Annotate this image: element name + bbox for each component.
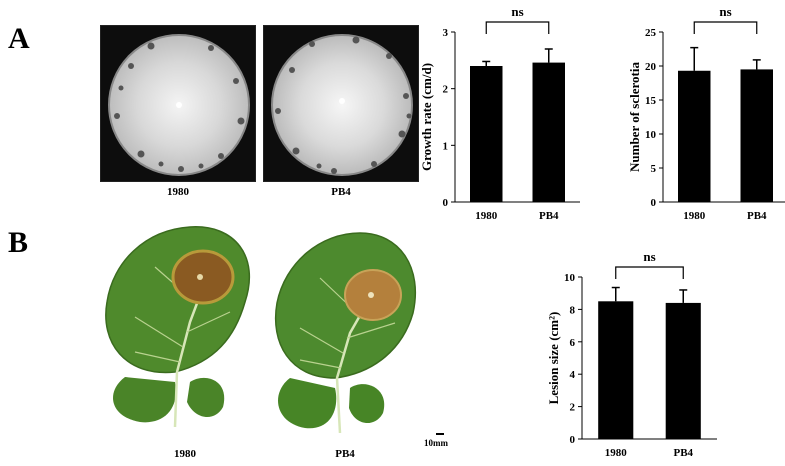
y-tick-label: 2	[570, 402, 576, 414]
significance-bracket	[485, 21, 550, 34]
y-tick-label: 5	[651, 163, 657, 175]
bar-1980	[678, 70, 711, 202]
lesion-size-chart: 0 2 4 6 8 10 Lesion size (cm²) 1980 PB4 ns	[546, 249, 717, 459]
x-tick-label: PB4	[539, 210, 559, 222]
bar-pb4	[532, 62, 565, 202]
leaf-pb4-photo	[265, 228, 425, 434]
panel-label-b: B	[8, 226, 29, 259]
y-tick-label: 10	[645, 129, 657, 141]
x-tick-label: 1980	[683, 210, 706, 222]
y-tick-label: 0	[443, 197, 449, 209]
petri-plate-pb4-photo	[263, 25, 419, 182]
bar-1980	[470, 66, 503, 202]
leaf-1980-photo	[95, 222, 275, 430]
bar-pb4	[665, 302, 701, 439]
plate-pb4-caption: PB4	[331, 186, 351, 198]
y-tick-label: 15	[645, 95, 657, 107]
y-tick-label: 25	[645, 27, 657, 39]
plate-1980-caption: 1980	[167, 186, 189, 198]
leaf-pb4-caption: PB4	[335, 448, 355, 460]
scale-bar-label: 10mm	[424, 438, 448, 448]
x-tick-label: PB4	[747, 210, 767, 222]
scale-bar	[436, 433, 444, 435]
significance-label: ns	[643, 249, 655, 264]
y-tick-label: 0	[570, 434, 576, 446]
y-axis-label: Lesion size (cm²)	[546, 312, 561, 405]
y-tick-label: 6	[570, 337, 576, 349]
y-axis-label: Growth rate (cm/d)	[420, 63, 434, 171]
bar-pb4	[740, 69, 773, 203]
y-tick-label: 3	[443, 27, 449, 39]
panel-label-a: A	[8, 22, 30, 55]
bar-1980	[598, 301, 634, 439]
leaf-1980-caption: 1980	[174, 448, 196, 460]
y-tick-label: 4	[570, 369, 576, 381]
significance-label: ns	[719, 4, 731, 19]
y-tick-label: 0	[651, 197, 657, 209]
petri-plate-1980-photo	[100, 25, 256, 182]
y-tick-label: 2	[443, 84, 449, 96]
x-tick-label: 1980	[605, 447, 628, 459]
y-tick-label: 8	[570, 304, 576, 316]
growth-rate-chart: 0 1 2 3 Growth rate (cm/d) 1980 PB4 ns	[420, 4, 580, 222]
y-tick-label: 10	[564, 272, 576, 284]
x-tick-label: 1980	[475, 210, 498, 222]
y-tick-label: 1	[443, 140, 449, 152]
y-axis-label: Number of sclerotia	[627, 62, 642, 172]
significance-label: ns	[511, 4, 523, 19]
x-tick-label: PB4	[673, 447, 693, 459]
significance-bracket	[615, 266, 684, 279]
significance-bracket	[693, 21, 758, 34]
y-tick-label: 20	[645, 61, 657, 73]
sclerotia-count-chart: 0 5 10 15 20 25 Number of sclerotia 1980 PB4 ns	[627, 4, 785, 222]
